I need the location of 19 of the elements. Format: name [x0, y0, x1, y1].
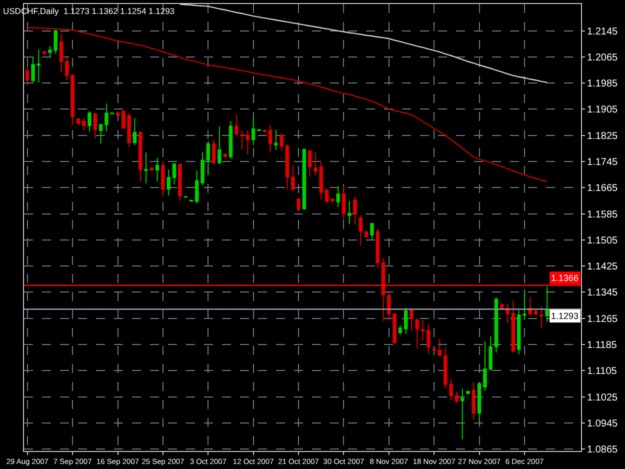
y-tick-label: 1.1185: [587, 340, 618, 351]
y-tick-label: 1.2145: [587, 26, 618, 38]
y-tick-label: 1.1745: [587, 157, 618, 168]
y-tick-label: 1.1105: [587, 366, 618, 378]
ref-line-label: 1.1366: [551, 273, 579, 283]
ref-line-label: 1.1293: [551, 311, 579, 321]
y-tick-label: 1.1425: [587, 262, 618, 273]
y-tick-label: 1.1665: [587, 183, 618, 194]
y-tick-label: 1.1585: [587, 209, 618, 220]
y-tick-label: 1.1985: [587, 78, 618, 90]
y-tick-label: 1.1025: [587, 392, 618, 404]
y-tick-label: 1.0945: [587, 418, 618, 430]
y-tick-label: 1.1505: [587, 235, 618, 246]
y-tick-label: 1.1825: [587, 130, 618, 142]
y-tick-label: 1.1905: [587, 104, 618, 116]
y-tick-label: 1.1345: [587, 288, 618, 299]
y-tick-label: 1.1265: [587, 314, 618, 325]
y-tick-label: 1.2065: [587, 52, 618, 64]
y-tick-label: 1.0865: [587, 444, 618, 456]
